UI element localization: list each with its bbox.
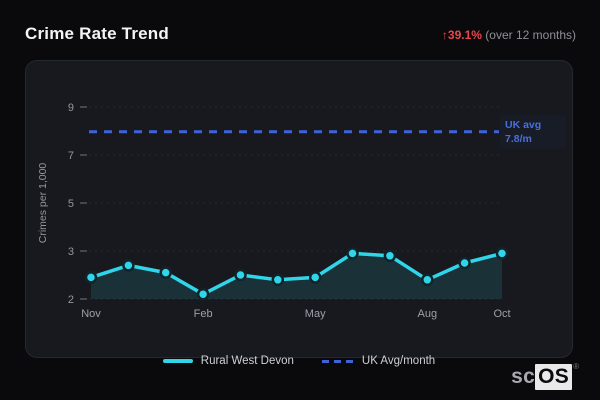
y-tick-label: 5 <box>68 198 74 210</box>
y-tick-label: 2 <box>68 294 74 306</box>
series-area-fill <box>91 253 502 299</box>
x-tick-label: Oct <box>493 308 510 320</box>
data-point-jun[interactable] <box>346 247 359 260</box>
data-point-aug[interactable] <box>421 273 434 287</box>
legend-item-rural-west-devon[interactable]: Rural West Devon <box>162 355 294 367</box>
chart-legend: Rural West Devon UK Avg/month <box>26 353 572 369</box>
delta-context: (over 12 months) <box>485 28 576 42</box>
data-point-oct[interactable] <box>495 247 509 260</box>
y-tick-label: 9 <box>68 102 74 114</box>
data-point-may[interactable] <box>308 271 322 284</box>
data-point-dec[interactable] <box>122 259 135 272</box>
logo-box: OS <box>535 364 573 390</box>
header: Crime Rate Trend ↑39.1% (over 12 months) <box>25 24 576 44</box>
data-point-feb[interactable] <box>196 287 210 301</box>
data-point-mar[interactable] <box>234 268 247 282</box>
x-tick-label: May <box>305 308 326 320</box>
x-tick-label: Feb <box>194 308 213 320</box>
legend-label: Rural West Devon <box>200 355 294 367</box>
y-tick-label: 7 <box>68 150 74 162</box>
up-arrow-icon: ↑ <box>441 28 448 42</box>
uk-avg-annotation-line1: UK avg <box>505 119 541 131</box>
uk-avg-annotation-box <box>500 114 566 149</box>
registered-mark-icon: ® <box>573 362 579 371</box>
series-line <box>89 251 504 296</box>
data-point-sep[interactable] <box>458 256 471 270</box>
legend-item-uk-avg[interactable]: UK Avg/month <box>321 355 436 367</box>
x-tick-label: Aug <box>418 308 438 320</box>
data-point-apr[interactable] <box>271 273 285 287</box>
line-chart: 2 3 5 7 9 Crimes per 1,000 UK avg 7.8/m Nov Feb Ma… <box>37 102 566 320</box>
y-axis-label: Crimes per 1,000 <box>37 163 49 244</box>
data-point-jul[interactable] <box>383 249 397 263</box>
chart-card: 2 3 5 7 9 Crimes per 1,000 UK avg 7.8/m Nov Feb Ma… <box>25 60 573 367</box>
delta-stat: ↑39.1% (over 12 months) <box>442 28 576 42</box>
legend-label: UK Avg/month <box>361 355 436 367</box>
data-point-nov[interactable] <box>84 271 98 284</box>
x-tick-label: Nov <box>81 308 101 320</box>
page-title: Crime Rate Trend <box>25 24 169 43</box>
solid-line-swatch-icon <box>162 359 193 363</box>
uk-avg-annotation-line2: 7.8/m <box>505 133 532 145</box>
scos-logo: sc OS ® <box>511 363 579 390</box>
delta-value: 39.1% <box>447 28 482 42</box>
y-tick-label: 3 <box>68 246 74 258</box>
dashed-line-swatch-icon <box>321 359 354 363</box>
logo-prefix: sc <box>511 365 536 388</box>
data-point-jan[interactable] <box>159 266 172 279</box>
